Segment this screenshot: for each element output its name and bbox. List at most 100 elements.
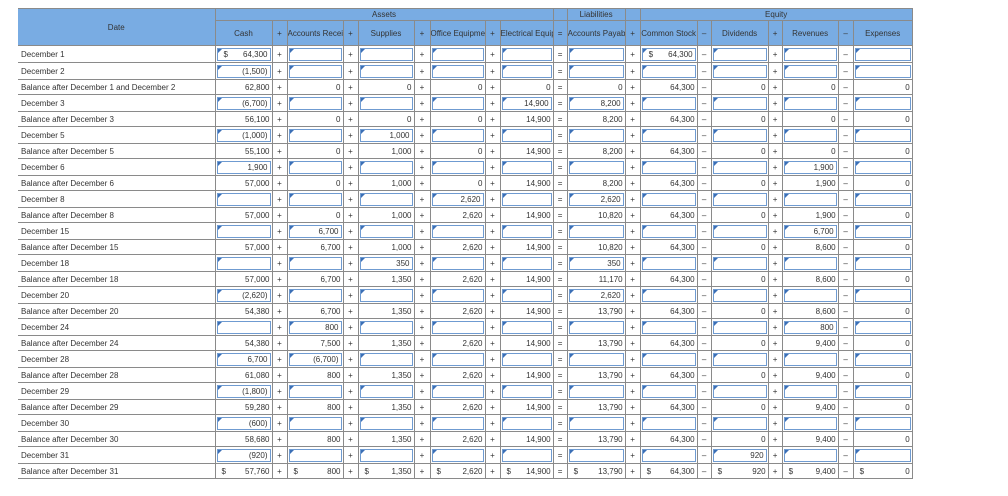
- supplies-input[interactable]: [359, 96, 413, 110]
- electrical-equipment-input[interactable]: [501, 288, 552, 302]
- cash-input[interactable]: 1,900: [216, 160, 271, 174]
- dividends-input[interactable]: [712, 416, 767, 430]
- supplies-input[interactable]: [359, 416, 413, 430]
- office-equipment-input[interactable]: [431, 384, 484, 398]
- accounts-receivable-input[interactable]: [288, 384, 342, 398]
- common-stock-input[interactable]: [641, 288, 696, 302]
- common-stock-input[interactable]: [641, 352, 696, 366]
- accounts-receivable-input[interactable]: 6,700: [288, 224, 342, 238]
- electrical-equipment-input[interactable]: [501, 47, 552, 61]
- dividends-input[interactable]: [712, 384, 767, 398]
- dividends-input[interactable]: [712, 160, 767, 174]
- revenues-input[interactable]: [783, 384, 837, 398]
- expenses-input[interactable]: [854, 320, 911, 334]
- cash-input[interactable]: [216, 320, 271, 334]
- revenues-input[interactable]: 6,700: [783, 224, 837, 238]
- common-stock-input[interactable]: [641, 96, 696, 110]
- accounts-payable-input[interactable]: [568, 320, 624, 334]
- common-stock-input[interactable]: [641, 384, 696, 398]
- cash-input[interactable]: (1,500): [216, 64, 271, 78]
- dividends-input[interactable]: [712, 288, 767, 302]
- expenses-input[interactable]: [854, 128, 911, 142]
- accounts-payable-input[interactable]: 350: [568, 256, 624, 270]
- expenses-input[interactable]: [854, 416, 911, 430]
- office-equipment-input[interactable]: [431, 416, 484, 430]
- electrical-equipment-input[interactable]: [501, 384, 552, 398]
- accounts-payable-input[interactable]: 2,620: [568, 288, 624, 302]
- common-stock-input[interactable]: [641, 192, 696, 206]
- supplies-input[interactable]: [359, 288, 413, 302]
- accounts-payable-input[interactable]: [568, 416, 624, 430]
- expenses-input[interactable]: [854, 47, 911, 61]
- dividends-input[interactable]: [712, 320, 767, 334]
- accounts-receivable-input[interactable]: 800: [288, 320, 342, 334]
- revenues-input[interactable]: 800: [783, 320, 837, 334]
- accounts-payable-input[interactable]: [568, 448, 624, 462]
- revenues-input[interactable]: [783, 288, 837, 302]
- expenses-input[interactable]: [854, 448, 911, 462]
- common-stock-input[interactable]: [641, 128, 696, 142]
- revenues-input[interactable]: [783, 47, 837, 61]
- expenses-input[interactable]: [854, 288, 911, 302]
- office-equipment-input[interactable]: [431, 47, 484, 61]
- supplies-input[interactable]: [359, 384, 413, 398]
- office-equipment-input[interactable]: [431, 64, 484, 78]
- cash-input[interactable]: 6,700: [216, 352, 271, 366]
- common-stock-input[interactable]: [641, 224, 696, 238]
- office-equipment-input[interactable]: 2,620: [431, 192, 484, 206]
- office-equipment-input[interactable]: [431, 160, 484, 174]
- accounts-receivable-input[interactable]: [288, 160, 342, 174]
- accounts-payable-input[interactable]: [568, 47, 624, 61]
- electrical-equipment-input[interactable]: [501, 224, 552, 238]
- dividends-input[interactable]: [712, 352, 767, 366]
- expenses-input[interactable]: [854, 192, 911, 206]
- electrical-equipment-input[interactable]: [501, 160, 552, 174]
- common-stock-input[interactable]: [641, 256, 696, 270]
- revenues-input[interactable]: [783, 448, 837, 462]
- electrical-equipment-input[interactable]: [501, 320, 552, 334]
- revenues-input[interactable]: [783, 192, 837, 206]
- accounts-receivable-input[interactable]: [288, 192, 342, 206]
- office-equipment-input[interactable]: [431, 448, 484, 462]
- accounts-receivable-input[interactable]: [288, 96, 342, 110]
- revenues-input[interactable]: [783, 352, 837, 366]
- office-equipment-input[interactable]: [431, 128, 484, 142]
- common-stock-input[interactable]: [641, 416, 696, 430]
- supplies-input[interactable]: 350: [359, 256, 413, 270]
- accounts-receivable-input[interactable]: [288, 128, 342, 142]
- accounts-payable-input[interactable]: [568, 352, 624, 366]
- supplies-input[interactable]: [359, 320, 413, 334]
- electrical-equipment-input[interactable]: [501, 192, 552, 206]
- supplies-input[interactable]: 1,000: [359, 128, 413, 142]
- revenues-input[interactable]: 1,900: [783, 160, 837, 174]
- electrical-equipment-input[interactable]: [501, 64, 552, 78]
- accounts-receivable-input[interactable]: [288, 416, 342, 430]
- electrical-equipment-input[interactable]: [501, 128, 552, 142]
- revenues-input[interactable]: [783, 416, 837, 430]
- dividends-input[interactable]: [712, 256, 767, 270]
- revenues-input[interactable]: [783, 96, 837, 110]
- office-equipment-input[interactable]: [431, 256, 484, 270]
- revenues-input[interactable]: [783, 64, 837, 78]
- accounts-payable-input[interactable]: [568, 64, 624, 78]
- cash-input[interactable]: (6,700): [216, 96, 271, 110]
- expenses-input[interactable]: [854, 384, 911, 398]
- cash-input[interactable]: (600): [216, 416, 271, 430]
- cash-input[interactable]: (1,800): [216, 384, 271, 398]
- supplies-input[interactable]: [359, 352, 413, 366]
- common-stock-input[interactable]: [641, 448, 696, 462]
- office-equipment-input[interactable]: [431, 224, 484, 238]
- office-equipment-input[interactable]: [431, 288, 484, 302]
- supplies-input[interactable]: [359, 224, 413, 238]
- office-equipment-input[interactable]: [431, 352, 484, 366]
- cash-input[interactable]: [216, 256, 271, 270]
- office-equipment-input[interactable]: [431, 96, 484, 110]
- accounts-receivable-input[interactable]: [288, 64, 342, 78]
- accounts-receivable-input[interactable]: [288, 256, 342, 270]
- cash-input[interactable]: [216, 192, 271, 206]
- supplies-input[interactable]: [359, 47, 413, 61]
- accounts-payable-input[interactable]: [568, 128, 624, 142]
- accounts-receivable-input[interactable]: [288, 47, 342, 61]
- electrical-equipment-input[interactable]: [501, 352, 552, 366]
- revenues-input[interactable]: [783, 256, 837, 270]
